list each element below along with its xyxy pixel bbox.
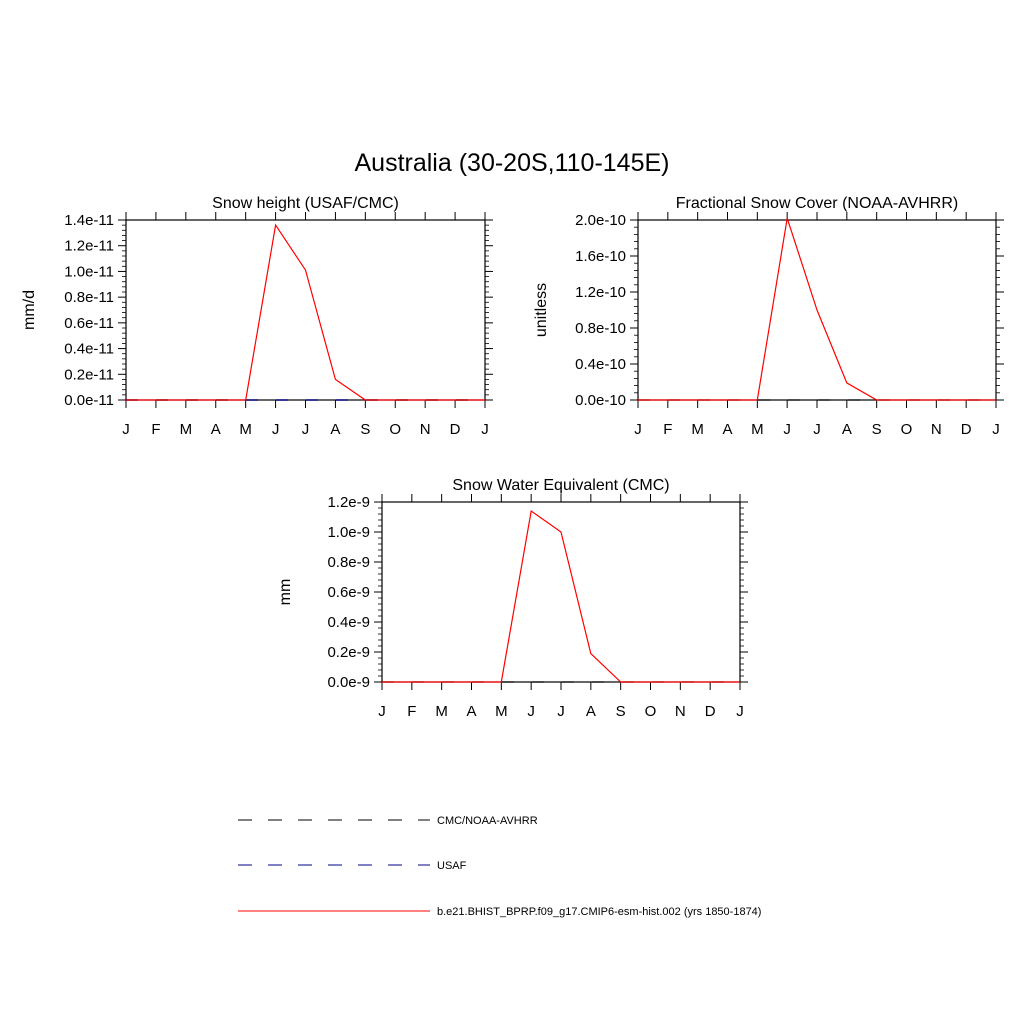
x-tick-label: F bbox=[407, 703, 416, 720]
x-tick-label: A bbox=[586, 703, 596, 720]
x-tick-label: J bbox=[992, 421, 1000, 438]
x-tick-label: J bbox=[272, 421, 280, 438]
x-tick-label: D bbox=[961, 421, 972, 438]
y-tick-label: 0.0e-9 bbox=[327, 674, 370, 691]
y-tick-label: 0.8e-9 bbox=[327, 554, 370, 571]
x-tick-label: D bbox=[450, 421, 461, 438]
panel-title: Fractional Snow Cover (NOAA-AVHRR) bbox=[676, 195, 958, 212]
y-tick-label: 0.6e-9 bbox=[327, 584, 370, 601]
x-tick-label: N bbox=[931, 421, 942, 438]
figure-title: Australia (30-20S,110-145E) bbox=[355, 149, 670, 177]
y-tick-label: 1.2e-10 bbox=[575, 284, 626, 301]
x-tick-label: A bbox=[466, 703, 476, 720]
x-tick-label: M bbox=[751, 421, 764, 438]
x-tick-label: S bbox=[616, 703, 626, 720]
y-tick-label: 0.4e-10 bbox=[575, 356, 626, 373]
y-tick-label: 0.2e-9 bbox=[327, 644, 370, 661]
y-tick-label: 0.0e-11 bbox=[64, 392, 114, 409]
x-tick-label: J bbox=[527, 703, 535, 720]
panel-1: Snow height (USAF/CMC) mm/d 0.0e-11 0.2e-11… bbox=[21, 195, 493, 438]
y-axis-label: mm/d bbox=[21, 290, 38, 330]
x-tick-label: J bbox=[302, 421, 310, 438]
x-tick-label: F bbox=[663, 421, 672, 438]
x-tick-label: N bbox=[675, 703, 686, 720]
y-tick-label: 0.8e-11 bbox=[64, 289, 114, 306]
x-tick-label: A bbox=[722, 421, 732, 438]
x-tick-label: J bbox=[378, 703, 386, 720]
legend-item: CMC/NOAA-AVHRR bbox=[238, 815, 538, 827]
y-tick-label: 1.6e-10 bbox=[575, 248, 626, 265]
legend-label: CMC/NOAA-AVHRR bbox=[437, 815, 538, 827]
panel-2: Fractional Snow Cover (NOAA-AVHRR) unitle… bbox=[533, 195, 1004, 438]
x-tick-label: O bbox=[389, 421, 401, 438]
x-tick-label: A bbox=[330, 421, 340, 438]
x-tick-label: J bbox=[736, 703, 744, 720]
y-tick-label: 1.0e-9 bbox=[327, 524, 370, 541]
legend: CMC/NOAA-AVHRR USAF b.e21.BHIST_BPRP.f09_g… bbox=[238, 815, 761, 918]
x-tick-label: S bbox=[360, 421, 370, 438]
x-tick-label: M bbox=[495, 703, 508, 720]
series-line-2 bbox=[382, 509, 740, 683]
y-tick-label: 0.2e-11 bbox=[64, 366, 114, 383]
y-tick-label: 2.0e-10 bbox=[575, 212, 626, 229]
y-axis-label: mm bbox=[277, 579, 294, 606]
y-tick-label: 0.8e-10 bbox=[575, 320, 626, 337]
legend-label: USAF bbox=[437, 860, 467, 872]
x-tick-label: J bbox=[783, 421, 791, 438]
x-tick-label: J bbox=[813, 421, 821, 438]
y-tick-label: 0.4e-9 bbox=[327, 614, 370, 631]
plot-frame bbox=[381, 501, 741, 683]
legend-item: USAF bbox=[238, 860, 467, 872]
x-tick-label: A bbox=[211, 421, 221, 438]
y-tick-label: 1.4e-11 bbox=[64, 212, 114, 229]
x-tick-label: M bbox=[435, 703, 448, 720]
y-axis-label: unitless bbox=[533, 283, 550, 337]
panel-3: Snow Water Equivalent (CMC) mm 0.0e-9 0.2e-… bbox=[277, 477, 748, 720]
legend-item: b.e21.BHIST_BPRP.f09_g17.CMIP6-esm-hist.… bbox=[238, 906, 761, 918]
x-tick-label: O bbox=[645, 703, 657, 720]
y-tick-label: 1.2e-9 bbox=[327, 494, 370, 511]
x-tick-label: S bbox=[872, 421, 882, 438]
x-tick-label: M bbox=[180, 421, 193, 438]
y-tick-label: 0.0e-10 bbox=[575, 392, 626, 409]
y-tick-label: 0.6e-11 bbox=[64, 315, 114, 332]
x-tick-label: F bbox=[151, 421, 160, 438]
x-tick-label: A bbox=[842, 421, 852, 438]
x-tick-label: J bbox=[634, 421, 642, 438]
y-tick-label: 0.4e-11 bbox=[64, 341, 114, 358]
x-tick-label: D bbox=[705, 703, 716, 720]
x-tick-label: N bbox=[420, 421, 431, 438]
panel-title: Snow height (USAF/CMC) bbox=[212, 195, 399, 212]
panel-title: Snow Water Equivalent (CMC) bbox=[452, 477, 669, 494]
panels: Snow height (USAF/CMC) mm/d 0.0e-11 0.2e-11… bbox=[21, 195, 1004, 720]
x-tick-label: M bbox=[691, 421, 704, 438]
series-line-2 bbox=[126, 223, 485, 401]
y-tick-label: 1.0e-11 bbox=[64, 263, 114, 280]
series-line-2 bbox=[638, 218, 996, 401]
x-tick-label: J bbox=[122, 421, 130, 438]
x-tick-label: M bbox=[239, 421, 252, 438]
x-tick-label: J bbox=[557, 703, 565, 720]
y-tick-label: 1.2e-11 bbox=[64, 238, 114, 255]
plot-frame bbox=[125, 219, 486, 401]
legend-label: b.e21.BHIST_BPRP.f09_g17.CMIP6-esm-hist.… bbox=[437, 906, 761, 918]
x-tick-label: O bbox=[901, 421, 913, 438]
x-tick-label: J bbox=[481, 421, 489, 438]
